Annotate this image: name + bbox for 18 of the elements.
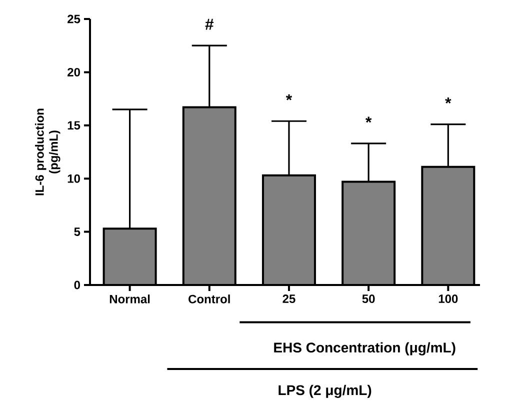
x-tick-label: Normal: [110, 294, 150, 304]
y-tick-label: 15: [68, 121, 80, 130]
y-tick-label: 5: [74, 228, 80, 236]
annotation: *: [366, 116, 372, 123]
annotation: *: [286, 94, 292, 100]
annotation: #: [205, 18, 214, 30]
x-tick-label: Control: [188, 294, 230, 304]
annotation: *: [445, 98, 452, 104]
y-tick-label: 10: [68, 174, 80, 183]
y-tick-label: 25: [68, 14, 80, 24]
x-axis-title: EHS Concentration (μg/mL): [274, 342, 456, 356]
x-tick-label: 50: [362, 294, 375, 304]
y-tick-label: 0: [74, 280, 80, 290]
x-tick-label: 100: [438, 294, 458, 304]
text: LPS (2 μg/mL): [278, 384, 372, 398]
y-axis-title: IL-6 production (pg/mL): [35, 108, 60, 196]
x-tick-label: 25: [282, 294, 296, 304]
y-tick-label: 20: [68, 68, 80, 76]
